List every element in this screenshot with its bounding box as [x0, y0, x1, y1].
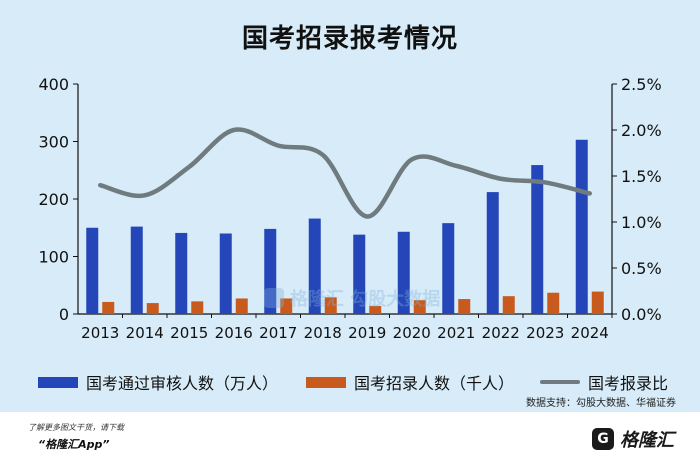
- y-right-tick-label: 2.5%: [621, 75, 662, 94]
- legend-item-ratio: 国考报录比: [540, 370, 668, 394]
- point-ratio: [544, 181, 546, 183]
- footer-logo[interactable]: G 格隆汇: [592, 426, 674, 452]
- footer-logo-text: 格隆汇: [620, 430, 674, 451]
- x-tick-label: 2019: [348, 324, 386, 342]
- x-tick-label: 2020: [393, 324, 431, 342]
- footer-app-name: “格隆汇App”: [38, 438, 110, 451]
- y-right-tick-label: 2.0%: [621, 121, 662, 140]
- bar-applicants: [308, 218, 321, 314]
- x-tick-label: 2017: [259, 324, 297, 342]
- legend-swatch-applicants: [38, 376, 78, 388]
- y-left-tick-label: 200: [38, 190, 69, 209]
- bar-recruits: [280, 298, 293, 314]
- watermark-logo-icon: [264, 288, 284, 308]
- footer-bar: 了解更多图文干货，请下载 “格隆汇App” G 格隆汇: [0, 412, 700, 467]
- point-ratio: [188, 166, 190, 168]
- point-ratio: [500, 178, 502, 180]
- y-right-tick-label: 1.0%: [621, 213, 662, 232]
- x-tick-label: 2021: [437, 324, 475, 342]
- watermark: 格隆汇 勾股大数据: [264, 285, 440, 311]
- bar-applicants: [397, 231, 410, 314]
- gelonghui-logo-icon: G: [592, 428, 614, 450]
- bar-applicants: [353, 234, 366, 314]
- bar-recruits: [369, 305, 382, 314]
- legend-item-recruits: 国考招录人数（千人）: [306, 370, 514, 394]
- bar-applicants: [219, 233, 232, 314]
- point-ratio: [455, 165, 457, 167]
- y-right-tick-label: 0.0%: [621, 305, 662, 324]
- chart-title: 国考招录报考情况: [241, 24, 458, 54]
- bar-recruits: [191, 301, 204, 314]
- bar-recruits: [102, 301, 115, 314]
- point-ratio: [99, 184, 101, 186]
- bar-recruits: [547, 292, 560, 314]
- x-tick-label: 2015: [170, 324, 208, 342]
- bar-applicants: [442, 223, 455, 314]
- bar-applicants: [531, 165, 544, 314]
- point-ratio: [322, 154, 324, 156]
- x-tick-label: 2014: [126, 324, 164, 342]
- x-tick-label: 2022: [482, 324, 520, 342]
- y-left-tick-label: 300: [38, 133, 69, 152]
- watermark-text: 格隆汇 勾股大数据: [290, 289, 441, 310]
- x-tick-label: 2013: [81, 324, 119, 342]
- line-ratio: [98, 127, 592, 219]
- legend-label-applicants: 国考通过审核人数（万人）: [86, 374, 279, 393]
- y-right-tick-label: 1.5%: [621, 167, 662, 186]
- point-ratio: [277, 145, 279, 147]
- bar-recruits: [458, 299, 471, 314]
- point-ratio: [233, 129, 235, 131]
- point-ratio: [144, 194, 146, 196]
- point-ratio: [411, 158, 413, 160]
- bar-recruits: [502, 296, 515, 314]
- legend-item-applicants: 国考通过审核人数（万人）: [38, 370, 278, 394]
- x-tick-label: 2023: [526, 324, 564, 342]
- bar-recruits: [591, 291, 604, 314]
- bar-applicants: [575, 139, 588, 314]
- y-left-tick-label: 400: [38, 75, 69, 94]
- legend-swatch-recruits: [306, 376, 346, 388]
- footer-download-note: 了解更多图文干货，请下载: [28, 423, 124, 432]
- y-left-tick-label: 0: [59, 305, 69, 324]
- chart-legend: 国考通过审核人数（万人） 国考招录人数（千人） 国考报录比: [0, 370, 700, 394]
- x-tick-label: 2018: [304, 324, 342, 342]
- point-ratio: [366, 215, 368, 217]
- legend-label-recruits: 国考招录人数（千人）: [354, 374, 515, 393]
- bar-applicants: [486, 192, 499, 314]
- bar-recruits: [324, 297, 337, 314]
- bar-recruits: [146, 303, 159, 314]
- bar-applicants: [130, 226, 143, 314]
- legend-swatch-ratio: [540, 380, 580, 384]
- data-source-note: 数据支持：勾股大数据、华福证券: [526, 398, 676, 409]
- bar-applicants: [264, 228, 277, 314]
- x-tick-label: 2024: [571, 324, 609, 342]
- bar-applicants: [86, 227, 99, 314]
- bar-recruits: [235, 298, 248, 314]
- legend-label-ratio: 国考报录比: [588, 374, 669, 393]
- point-ratio: [589, 192, 591, 194]
- bar-recruits: [413, 300, 426, 314]
- bar-applicants: [175, 232, 188, 314]
- y-left-tick-label: 100: [38, 248, 69, 267]
- x-tick-label: 2016: [215, 324, 253, 342]
- y-right-tick-label: 0.5%: [621, 259, 662, 278]
